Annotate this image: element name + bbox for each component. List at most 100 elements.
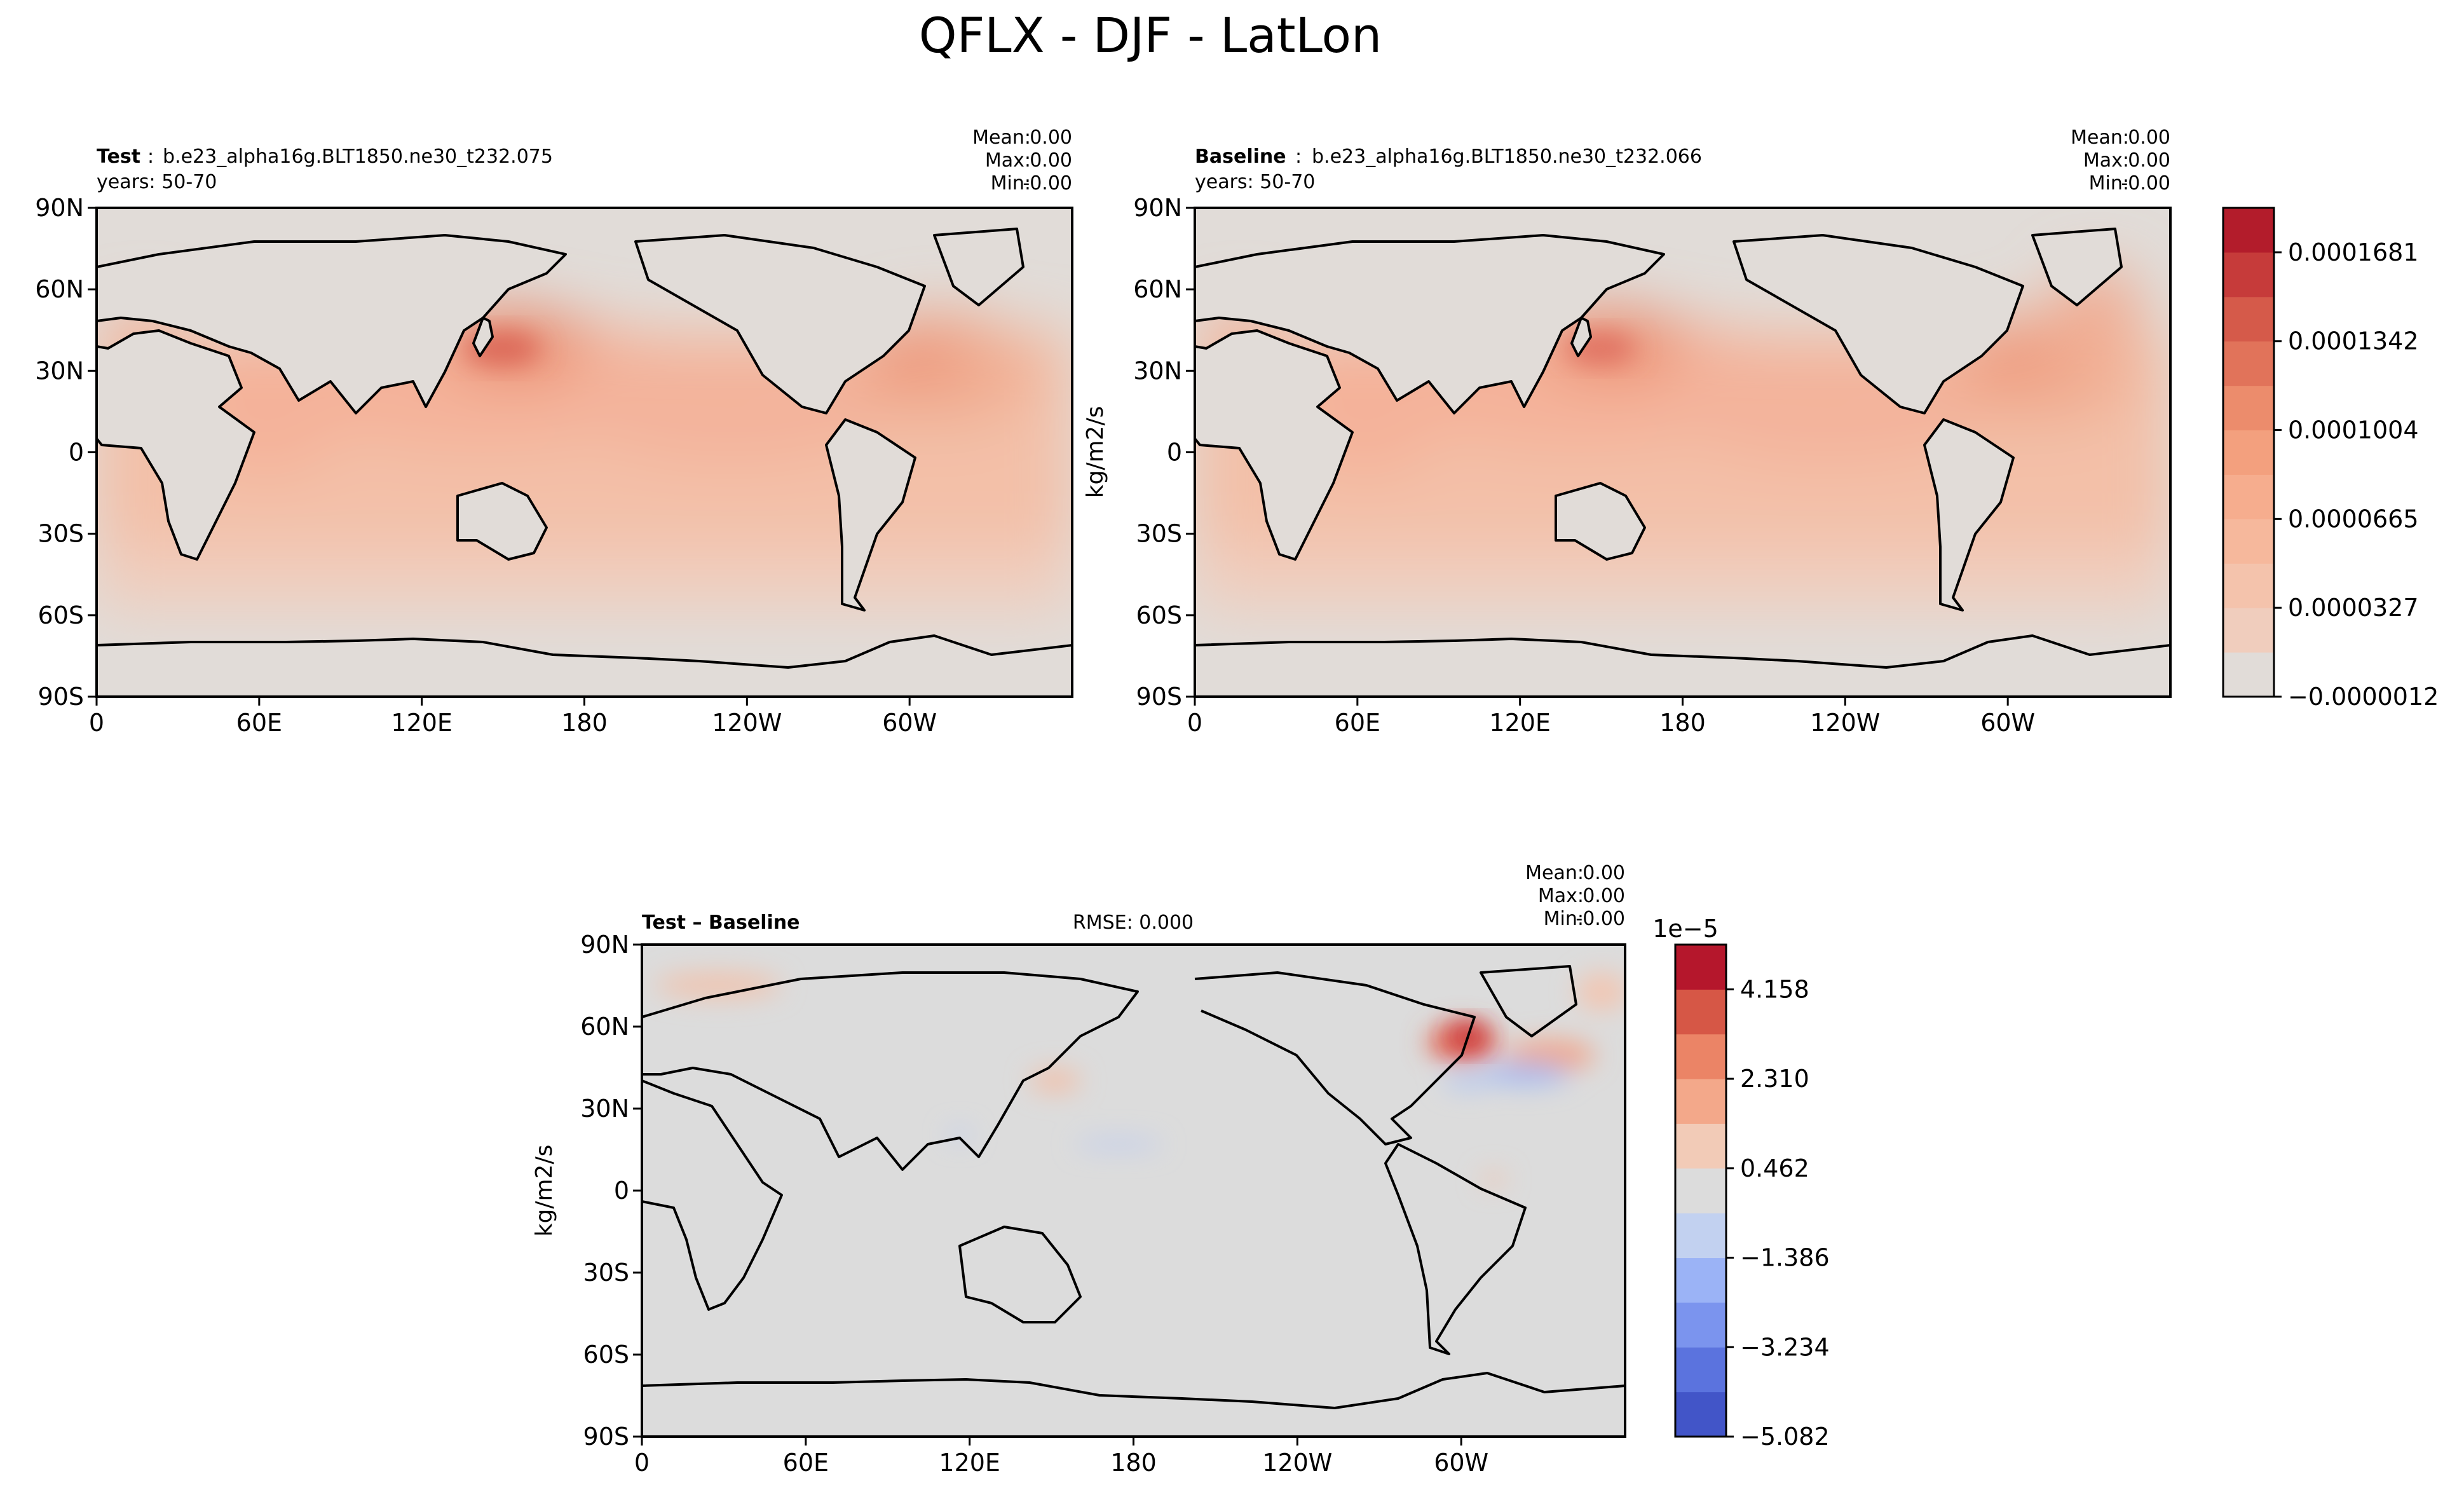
test-coast-japan bbox=[472, 317, 494, 357]
bottom-colorbar-swatch bbox=[1675, 1168, 1726, 1213]
diff-coast-eurasia bbox=[642, 971, 1139, 1171]
baseline-lat-tick-label: 30N bbox=[1133, 357, 1182, 385]
test-mean-label: Mean: bbox=[972, 126, 1031, 149]
top-colorbar-tick-label: 0.0001004 bbox=[2288, 416, 2419, 444]
baseline-lat-tick-label: 90S bbox=[1136, 683, 1182, 711]
bottom-colorbar-swatch bbox=[1675, 945, 1726, 990]
baseline-mean-label: Mean: bbox=[2071, 126, 2129, 149]
test-coast-greenland bbox=[933, 228, 1024, 306]
baseline-coast-greenland bbox=[2031, 228, 2123, 306]
top-colorbar-swatch bbox=[2223, 652, 2274, 697]
top-colorbar-swatch bbox=[2223, 341, 2274, 386]
diff-lon-tick-label: 180 bbox=[1110, 1449, 1157, 1477]
top-colorbar-tick-label: −0.0000012 bbox=[2288, 683, 2439, 711]
test-lat-tick-label: 60S bbox=[38, 601, 84, 629]
bottom-colorbar-tick-label: 2.310 bbox=[1740, 1065, 1809, 1093]
test-label-sep: : bbox=[147, 146, 154, 168]
diff-lat-tick-label: 0 bbox=[614, 1177, 629, 1205]
baseline-mean-value: 0.00 bbox=[2128, 126, 2170, 149]
diff-coast-north-america bbox=[1194, 971, 1476, 1145]
test-lat-tick-label: 90S bbox=[38, 683, 84, 711]
test-label-bold: Test bbox=[97, 146, 140, 168]
diff-lat-tick-label: 30N bbox=[580, 1095, 629, 1123]
diff-map-background bbox=[642, 945, 1625, 1437]
diff-coast-antarctica bbox=[642, 1372, 1625, 1409]
bottom-colorbar-tick-label: −3.234 bbox=[1740, 1333, 1830, 1361]
top-colorbar-tick-label: 0.0001342 bbox=[2288, 327, 2419, 355]
test-lat-tick-label: 30S bbox=[38, 520, 84, 548]
bottom-colorbar-tick-label: −5.082 bbox=[1740, 1423, 1830, 1451]
diff-lon-tick-label: 0 bbox=[634, 1449, 650, 1477]
diff-mean-label: Mean: bbox=[1525, 862, 1584, 884]
bottom-colorbar-swatch bbox=[1675, 1079, 1726, 1124]
test-coast-north-america bbox=[634, 234, 926, 414]
baseline-lon-tick-label: 60E bbox=[1335, 709, 1380, 737]
baseline-lon-tick-label: 180 bbox=[1659, 709, 1706, 737]
baseline-panel: Baseline : b.e23_alpha16g.BLT1850.ne30_t… bbox=[1082, 126, 2172, 698]
bottom-colorbar-swatch bbox=[1675, 1391, 1726, 1437]
test-lat-tick-label: 30N bbox=[35, 357, 84, 385]
baseline-min-value: -0.00 bbox=[2121, 172, 2170, 195]
test-panel: Test : b.e23_alpha16g.BLT1850.ne30_t232.… bbox=[95, 126, 1073, 698]
test-lat-tick-label: 60N bbox=[35, 275, 84, 303]
baseline-years: years: 50-70 bbox=[1195, 171, 1315, 193]
bottom-colorbar-swatch bbox=[1675, 1302, 1726, 1348]
baseline-lon-tick-label: 0 bbox=[1187, 709, 1202, 737]
top-colorbar-swatch bbox=[2223, 252, 2274, 297]
test-mean-value: 0.00 bbox=[1030, 126, 1072, 149]
test-lon-tick-label: 120E bbox=[391, 709, 453, 737]
diff-max-label: Max: bbox=[1538, 885, 1584, 907]
test-label-text: b.e23_alpha16g.BLT1850.ne30_t232.075 bbox=[163, 146, 553, 168]
test-min-value: -0.00 bbox=[1023, 172, 1072, 195]
bottom-colorbar-tick-label: 4.158 bbox=[1740, 975, 1809, 1003]
baseline-label-bold: Baseline bbox=[1195, 146, 1286, 168]
baseline-max-label: Max: bbox=[2083, 149, 2129, 172]
baseline-lat-tick-label: 0 bbox=[1167, 439, 1182, 467]
top-colorbar-swatch bbox=[2223, 519, 2274, 564]
figure-title: QFLX - DJF - LatLon bbox=[919, 7, 1382, 64]
test-lat-tick-label: 0 bbox=[69, 439, 84, 467]
bottom-colorbar-swatch bbox=[1675, 1123, 1726, 1169]
baseline-label-sep: : bbox=[1295, 146, 1302, 168]
diff-mean-value: 0.00 bbox=[1583, 862, 1625, 884]
baseline-field bbox=[1195, 267, 2170, 610]
bottom-colorbar-swatch bbox=[1675, 1257, 1726, 1303]
diff-coast-africa bbox=[642, 1079, 783, 1311]
diff-field bbox=[655, 973, 1625, 1186]
baseline-lon-tick-label: 120E bbox=[1489, 709, 1551, 737]
test-years: years: 50-70 bbox=[97, 171, 217, 193]
diff-rmse: RMSE: 0.000 bbox=[1073, 912, 1194, 934]
baseline-lon-tick-label: 120W bbox=[1810, 709, 1880, 737]
diff-label-bold: Test – Baseline bbox=[642, 912, 800, 934]
diff-coast-south-america bbox=[1384, 1143, 1527, 1355]
test-lon-tick-label: 0 bbox=[89, 709, 104, 737]
diff-lat-tick-label: 60S bbox=[583, 1341, 629, 1369]
test-lat-tick-label: 90N bbox=[35, 194, 84, 222]
top-colorbar-swatch bbox=[2223, 296, 2274, 342]
diff-lat-tick-label: 90N bbox=[580, 931, 629, 959]
top-colorbar-swatch bbox=[2223, 208, 2274, 253]
baseline-coast-north-america bbox=[1732, 234, 2024, 414]
top-colorbar-tick-label: 0.0000665 bbox=[2288, 505, 2419, 533]
top-colorbar-swatch bbox=[2223, 385, 2274, 431]
test-lon-tick-label: 120W bbox=[712, 709, 782, 737]
baseline-coast-africa-eurasia bbox=[1195, 329, 1354, 561]
baseline-label-text: b.e23_alpha16g.BLT1850.ne30_t232.066 bbox=[1312, 146, 1702, 168]
top-colorbar-frame bbox=[2222, 207, 2275, 698]
top-colorbar-swatch bbox=[2223, 430, 2274, 475]
baseline-lat-tick-label: 90N bbox=[1133, 194, 1182, 222]
test-coast-australia bbox=[456, 482, 548, 561]
baseline-ylabel: kg/m2/s bbox=[1082, 406, 1108, 498]
baseline-lat-tick-label: 60N bbox=[1133, 275, 1182, 303]
diff-lat-tick-label: 30S bbox=[583, 1259, 629, 1287]
test-max-label: Max: bbox=[985, 149, 1031, 172]
bottom-colorbar-swatch bbox=[1675, 1347, 1726, 1393]
bottom-colorbar-tick-label: 0.462 bbox=[1740, 1154, 1809, 1182]
test-coast-south-america bbox=[825, 418, 916, 612]
bottom-colorbar-exponent: 1e−5 bbox=[1652, 915, 1719, 943]
bottom-colorbar-frame bbox=[1674, 943, 1727, 1438]
diff-lat-tick-label: 60N bbox=[580, 1013, 629, 1041]
